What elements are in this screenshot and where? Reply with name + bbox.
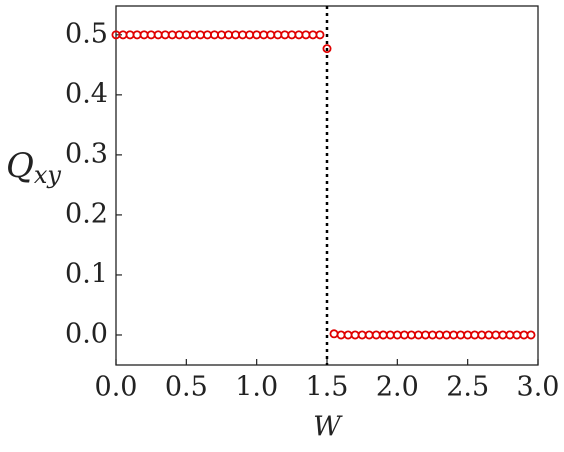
point [491, 330, 501, 340]
point [231, 30, 241, 40]
point [224, 30, 234, 40]
x-tick-label: 3.0 [517, 372, 560, 403]
point [287, 30, 297, 40]
point [308, 30, 318, 40]
point [484, 330, 494, 340]
y-tick-label: 0.2 [65, 198, 108, 229]
point [188, 30, 198, 40]
point [259, 30, 269, 40]
point [364, 330, 374, 340]
point [329, 329, 339, 339]
point [209, 30, 219, 40]
point [350, 330, 360, 340]
point [470, 330, 480, 340]
point [322, 44, 332, 54]
point [301, 30, 311, 40]
point [519, 330, 529, 340]
point [132, 30, 142, 40]
x-tick-label: 2.0 [376, 372, 419, 403]
point [435, 330, 445, 340]
y-axis-label: Qxy [6, 146, 61, 189]
point [294, 30, 304, 40]
point [273, 30, 283, 40]
point [399, 330, 409, 340]
x-tick-label: 0.0 [95, 372, 138, 403]
point [315, 30, 325, 40]
point [153, 30, 163, 40]
point [512, 330, 522, 340]
point [238, 30, 248, 40]
y-tick-label: 0.1 [65, 258, 108, 289]
point [442, 330, 452, 340]
y-label-sub: xy [34, 161, 62, 189]
point [252, 30, 262, 40]
point [216, 30, 226, 40]
y-label-main: Q [6, 146, 34, 186]
x-axis-label: W [313, 412, 343, 443]
point [195, 30, 205, 40]
point [202, 30, 212, 40]
point [378, 330, 388, 340]
point [456, 330, 466, 340]
plot-frame [115, 5, 539, 366]
point [146, 30, 156, 40]
y-tick-label: 0.4 [65, 78, 108, 109]
point [498, 330, 508, 340]
point [336, 330, 346, 340]
x-tick-label: 1.5 [306, 372, 349, 403]
point [139, 30, 149, 40]
point [427, 330, 437, 340]
point [266, 30, 276, 40]
point [477, 330, 487, 340]
point [413, 330, 423, 340]
point [174, 30, 184, 40]
point [385, 330, 395, 340]
y-tick-label: 0.0 [65, 318, 108, 349]
point [181, 30, 191, 40]
point [449, 330, 459, 340]
y-tick-label: 0.5 [65, 18, 108, 49]
point [505, 330, 515, 340]
point [371, 330, 381, 340]
point [420, 330, 430, 340]
point [406, 330, 416, 340]
point [125, 30, 135, 40]
y-tick-label: 0.3 [65, 138, 108, 169]
point [280, 30, 290, 40]
point [392, 330, 402, 340]
x-tick-label: 1.0 [235, 372, 278, 403]
point [167, 30, 177, 40]
x-tick-label: 2.5 [446, 372, 489, 403]
point [357, 330, 367, 340]
point [343, 330, 353, 340]
point [245, 30, 255, 40]
point [463, 330, 473, 340]
x-tick-label: 0.5 [165, 372, 208, 403]
point [526, 330, 536, 340]
point [160, 30, 170, 40]
